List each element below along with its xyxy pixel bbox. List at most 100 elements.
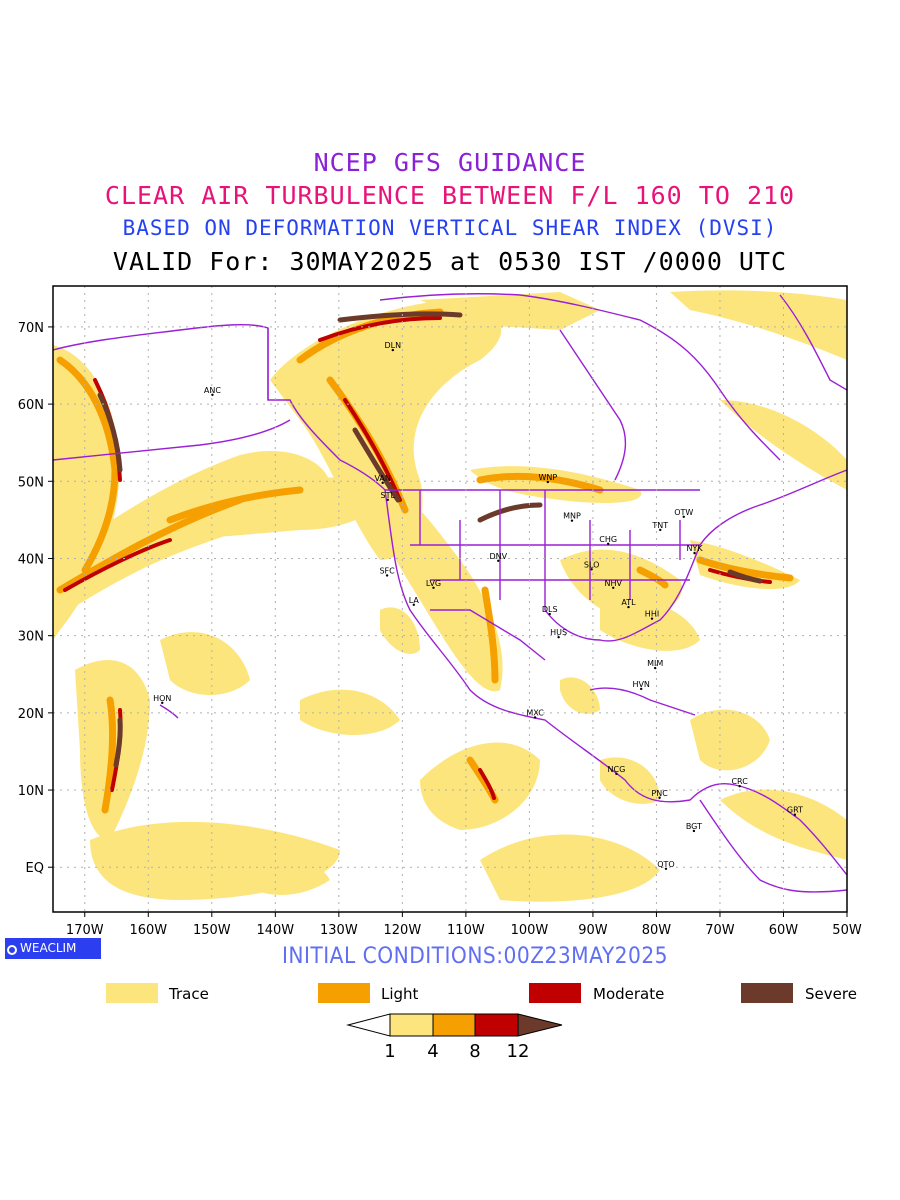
us-state-boundaries (385, 489, 700, 610)
title-product: CLEAR AIR TURBULENCE BETWEEN F/L 160 TO … (104, 181, 796, 210)
lat-label: 50N (18, 475, 44, 490)
lat-label: 60N (18, 398, 44, 413)
lon-label: 80W (642, 923, 672, 938)
city-label: MXC (526, 708, 544, 717)
city-marker (612, 586, 615, 590)
legend-swatch-trace (106, 983, 158, 1003)
lon-label: 60W (769, 923, 799, 938)
city-marker (650, 617, 654, 620)
legend-swatch-moderate (529, 983, 581, 1003)
city-label: CRC (731, 777, 748, 786)
turbulence-shading (53, 290, 847, 902)
legend-swatch-light (318, 983, 370, 1003)
city-marker (386, 498, 389, 502)
city-marker (664, 867, 668, 870)
city-label: NHV (605, 579, 623, 588)
lon-label: 170W (66, 923, 104, 938)
city-marker (659, 528, 662, 532)
city-marker (570, 519, 574, 522)
city-marker (606, 542, 610, 546)
coastlines-boundaries (53, 293, 847, 893)
city-marker (682, 515, 685, 518)
coastline-south-america (699, 799, 847, 893)
severe-areas (97, 311, 763, 768)
coastline-hawaii (159, 704, 179, 719)
colorbar-cell-trace (389, 1013, 434, 1037)
city-label: SFC (379, 566, 395, 575)
title-model: NCEP GFS GUIDANCE (313, 148, 587, 177)
coastline-arctic (379, 293, 781, 461)
city-marker (693, 551, 696, 555)
lon-label: 160W (129, 923, 167, 938)
colorbar-cell-light (432, 1013, 476, 1037)
colorbar-level-12: 12 (507, 1041, 530, 1062)
city-label: BGT (686, 822, 702, 831)
city-marker (385, 574, 389, 577)
city-label: WNP (538, 473, 557, 482)
city-marker (211, 393, 214, 397)
city-marker (627, 605, 630, 609)
lat-label: 20N (18, 707, 44, 722)
city-marker (658, 796, 661, 799)
city-marker (692, 829, 696, 833)
city-label: PNC (651, 789, 668, 798)
title-method: BASED ON DEFORMATION VERTICAL SHEAR INDE… (122, 216, 778, 240)
logo-text: WEACLIM (20, 941, 77, 955)
city-label: ANC (204, 386, 221, 395)
city-labels: DLN ANC VAN STL WNP MNP OTW TNT CHG NYK DNV SFC SLO L… (153, 341, 803, 870)
colorbar-cell-moderate (474, 1013, 519, 1037)
coastline-hudson-bay (559, 329, 627, 481)
city-label: HON (153, 694, 171, 703)
city-label: LVG (426, 579, 441, 588)
city-marker (432, 586, 435, 590)
legend-swatch-severe (741, 983, 793, 1003)
city-marker (546, 480, 550, 484)
city-label: STL (381, 491, 396, 500)
legend-label-moderate: Moderate (593, 985, 665, 1003)
city-label: HUS (550, 628, 567, 637)
coastline-greenland (779, 294, 847, 391)
us-mexico-border (430, 609, 546, 661)
city-marker (161, 701, 164, 705)
lon-label: 140W (256, 923, 294, 938)
lat-label: 40N (18, 552, 44, 567)
city-label: DLN (385, 341, 402, 350)
lon-label: 130W (320, 923, 358, 938)
colorbar-level-4: 4 (427, 1041, 438, 1062)
city-label: HHI (645, 610, 659, 619)
city-marker (548, 612, 551, 616)
city-label: QTO (657, 860, 674, 869)
city-label: VAN (374, 474, 390, 483)
city-label: MIM (647, 659, 663, 668)
city-label: CHG (599, 535, 617, 544)
city-marker (639, 687, 643, 691)
city-marker (738, 784, 741, 788)
coastline-aleutians (53, 419, 291, 461)
city-marker (793, 813, 797, 816)
city-label: HVN (632, 680, 649, 689)
city-label: MNP (563, 512, 581, 521)
lon-label: 90W (578, 923, 608, 938)
lat-label: 70N (18, 321, 44, 336)
city-label: GRT (787, 806, 803, 815)
city-marker (533, 716, 537, 719)
colorbar-level-1: 1 (384, 1041, 395, 1062)
lon-label: 150W (193, 923, 231, 938)
city-label: ATL (621, 598, 636, 607)
legend-label-severe: Severe (805, 985, 857, 1003)
lon-label: 120W (384, 923, 422, 938)
city-marker (653, 666, 657, 670)
colorbar-below-arrow (346, 1013, 391, 1037)
axis-ticks: 70N 60N 50N 40N 30N 20N 10N EQ 170W 160W 150W 140W 1… (18, 321, 862, 938)
logo-ring-icon (7, 945, 17, 955)
coastline-east (544, 469, 847, 642)
initial-conditions: INITIAL CONDITIONS:00Z23MAY2025 (281, 944, 669, 969)
city-marker (615, 772, 618, 776)
coastline-west (53, 323, 847, 876)
city-label: OTW (674, 508, 693, 517)
city-label: NCG (608, 765, 626, 774)
coastline-caribbean (589, 687, 696, 716)
colorbar-above-arrow (517, 1013, 563, 1037)
colorbar-level-8: 8 (469, 1041, 480, 1062)
